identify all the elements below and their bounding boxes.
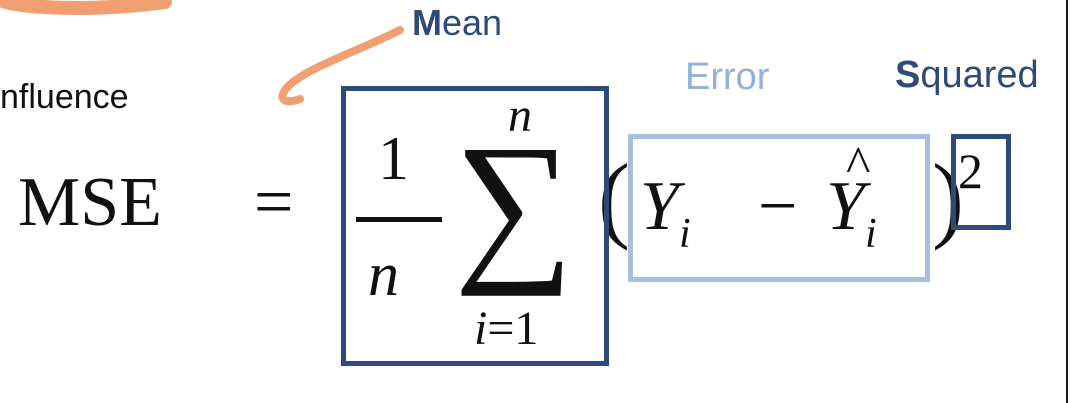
term-y: Yi [640, 168, 691, 257]
fraction-denominator: n [368, 241, 399, 309]
term-y-hat: Yi [826, 168, 877, 257]
mean-highlight-box [341, 86, 609, 366]
squared-highlight-box [951, 134, 1011, 230]
sum-upper-limit: n [508, 89, 532, 142]
hat-accent: ^ [846, 137, 871, 194]
label-error: Error [685, 56, 770, 98]
exponent-two: 2 [958, 143, 983, 199]
formula-lhs: MSE [18, 164, 162, 241]
fraction-bar [356, 217, 442, 222]
right-border-line [1066, 0, 1068, 403]
sum-symbol: ∑ [454, 111, 574, 297]
label-squared: Squared [895, 54, 1039, 96]
minus-sign: − [758, 168, 798, 245]
label-mean: Mean [412, 2, 503, 43]
orange-arrow-curve [278, 26, 404, 106]
formula-equals: = [254, 164, 294, 241]
orange-scribble-top-left [0, 0, 172, 15]
sum-lower-limit: i=1 [474, 302, 539, 355]
left-paren: ( [598, 144, 630, 251]
error-highlight-box [628, 134, 930, 282]
fraction-numerator: 1 [378, 125, 409, 193]
label-influence: nfluence [0, 78, 129, 116]
